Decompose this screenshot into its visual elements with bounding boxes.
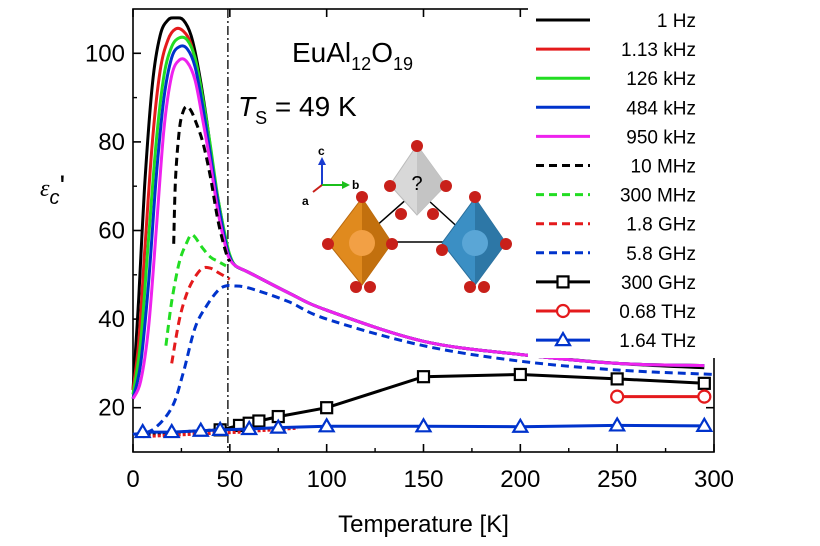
data-point xyxy=(414,417,433,433)
legend-item-1-64-thz: 1.64 THz xyxy=(536,330,696,352)
x-tick-label: 300 xyxy=(694,466,734,493)
blue-atom xyxy=(462,230,488,256)
legend-item-0-68-thz: 0.68 THz xyxy=(536,302,696,323)
y-tick-label: 80 xyxy=(98,129,125,156)
series-line xyxy=(170,265,231,364)
y-tick-label: 20 xyxy=(98,395,125,422)
orange-atom xyxy=(349,230,375,256)
legend-label: 10 MHz xyxy=(631,157,696,178)
axis-b-label: b xyxy=(352,178,359,192)
series-1-64-thz xyxy=(133,416,714,439)
data-point xyxy=(320,401,334,415)
annotations: EuAl12O19 TS = 49 K? c b a xyxy=(238,37,423,208)
orange-octahedron-face xyxy=(362,198,392,285)
legend-label: 300 GHz xyxy=(621,273,696,294)
y-tick-label: 100 xyxy=(85,40,125,67)
data-point xyxy=(610,389,625,404)
data-point xyxy=(610,372,624,386)
legend-label: 5.8 GHz xyxy=(626,244,696,265)
legend-item-300-mhz: 300 MHz xyxy=(536,186,696,207)
legend-label: 1.64 THz xyxy=(619,331,696,352)
data-point xyxy=(697,389,712,404)
x-tick-label: 200 xyxy=(500,466,540,493)
legend-label: 126 kHz xyxy=(626,69,696,90)
series-950-khz xyxy=(131,57,705,400)
legend-item-10-mhz: 10 MHz xyxy=(536,157,696,178)
data-point xyxy=(162,422,181,439)
y-axis-title: εc' xyxy=(40,170,65,209)
series-line xyxy=(131,57,705,400)
legend-item-300-ghz: 300 GHz xyxy=(536,273,696,294)
legend-item-1-8-ghz: 1.8 GHz xyxy=(536,215,696,236)
data-point xyxy=(269,418,288,434)
legend-label: 484 kHz xyxy=(626,98,696,119)
data-point xyxy=(608,416,627,432)
crystal-structure-inset xyxy=(312,140,512,293)
series-line xyxy=(219,372,705,432)
legend-item-484-khz: 484 kHz xyxy=(536,98,696,119)
oxygen-atoms xyxy=(322,140,512,293)
legend-label: 0.68 THz xyxy=(619,302,696,323)
legend-item-126-khz: 126 kHz xyxy=(536,69,696,90)
x-tick-label: 50 xyxy=(216,466,243,493)
data-point xyxy=(133,422,152,439)
legend-label: 950 kHz xyxy=(626,127,696,148)
legend-item-1-13-khz: 1.13 kHz xyxy=(536,40,696,61)
data-point xyxy=(240,419,259,436)
grey-octahedron-face xyxy=(417,145,446,215)
x-tick-label: 250 xyxy=(597,466,637,493)
plot-area: 0 50 100 150 200 250 300 20 40 60 80 100 Temperature… xyxy=(40,8,734,538)
formula-label: EuAl12O19 xyxy=(292,37,413,74)
data-point xyxy=(695,416,714,432)
x-tick-label: 100 xyxy=(307,466,347,493)
data-point xyxy=(697,376,711,390)
data-point xyxy=(513,367,527,382)
series-1-8-ghz xyxy=(170,265,231,364)
legend-marker xyxy=(556,275,570,289)
legend-label: 300 MHz xyxy=(620,186,696,207)
data-point xyxy=(511,417,530,433)
series-line xyxy=(172,105,232,263)
series-10-mhz xyxy=(172,105,232,263)
axis-c-label: c xyxy=(318,144,325,158)
legend-marker xyxy=(554,330,572,347)
y-tick-label: 40 xyxy=(98,306,125,333)
legend-marker xyxy=(555,303,571,319)
data-point xyxy=(191,421,210,437)
legend: 1 Hz 1.13 kHz 126 kHz 484 kHz 950 kHz 10 MHz 3… xyxy=(528,2,716,358)
legend-item-5-8-ghz: 5.8 GHz xyxy=(536,244,696,265)
crystal-question-label: ? xyxy=(411,173,422,195)
axis-a-label: a xyxy=(302,194,309,208)
data-point xyxy=(211,420,230,436)
series-line xyxy=(164,233,227,346)
axes-triad-icon xyxy=(312,157,350,193)
transition-label: TS = 49 K xyxy=(238,91,357,128)
legend-item-1-hz: 1 Hz xyxy=(536,11,696,32)
x-tick-label: 150 xyxy=(403,466,443,493)
x-tick-label: 0 xyxy=(126,466,139,493)
x-axis-title: Temperature [K] xyxy=(338,511,509,538)
blue-octahedron-face xyxy=(475,198,506,285)
series-300-mhz xyxy=(164,233,227,346)
legend-label: 1.8 GHz xyxy=(626,215,696,236)
legend-item-950-khz: 950 kHz xyxy=(536,127,696,148)
data-point xyxy=(416,370,431,384)
data-point xyxy=(252,414,266,428)
y-tick-label: 60 xyxy=(98,218,125,245)
legend-background xyxy=(528,2,716,358)
legend-label: 1.13 kHz xyxy=(621,40,696,61)
data-point xyxy=(317,417,336,433)
legend-label: 1 Hz xyxy=(657,11,696,32)
